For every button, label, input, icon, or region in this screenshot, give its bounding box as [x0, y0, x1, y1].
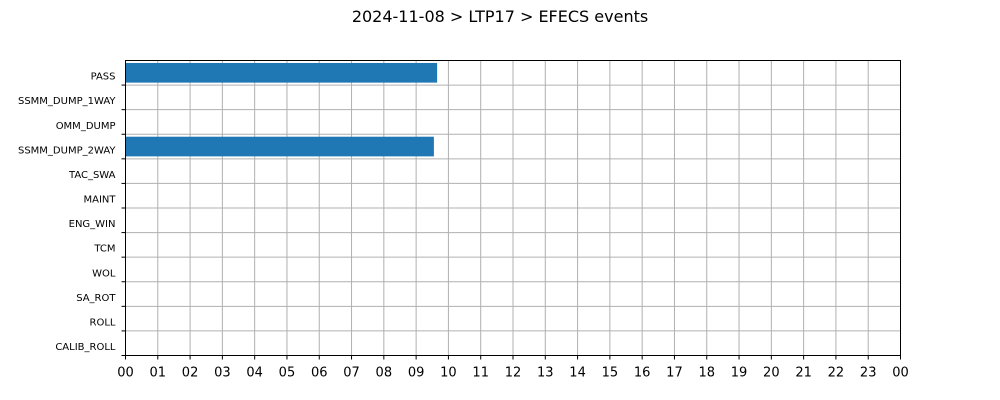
x-tick-label: 00: [117, 366, 134, 381]
x-tick-label: 08: [376, 366, 393, 381]
bar-pass: [125, 62, 438, 83]
x-tick-label: 16: [634, 366, 651, 381]
x-tick-label: 20: [763, 366, 780, 381]
y-tick-label: PASS: [91, 72, 116, 83]
y-tick-label: TCM: [93, 244, 115, 255]
x-tick-label: 02: [182, 366, 199, 381]
x-tick-label: 21: [795, 366, 812, 381]
y-tick-label: SA_ROT: [76, 293, 116, 304]
grid: [125, 60, 901, 356]
x-tick-label: 00: [892, 366, 909, 381]
x-tick-label: 12: [505, 366, 522, 381]
x-tick-label: 18: [698, 366, 715, 381]
x-tick-label: 19: [731, 366, 748, 381]
x-tick-label: 22: [828, 366, 845, 381]
x-axis: 00 01 02 03 04 05 06 07 08 09 10 11 12 13 14 15 16 17 18 19…: [117, 355, 909, 381]
x-tick-label: 10: [440, 366, 457, 381]
x-tick-label: 05: [279, 366, 296, 381]
y-tick-label: ENG_WIN: [69, 219, 116, 230]
x-tick-label: 03: [214, 366, 231, 381]
bar-ssmm-dump-2way: [125, 136, 434, 157]
y-tick-label: SSMM_DUMP_2WAY: [18, 145, 116, 156]
x-tick-label: 15: [602, 366, 619, 381]
x-tick-label: 04: [246, 366, 263, 381]
x-tick-label: 01: [150, 366, 167, 381]
bars: [125, 62, 438, 157]
y-axis: PASS SSMM_DUMP_1WAY OMM_DUMP SSMM_DUMP_2WAY…: [18, 72, 126, 356]
x-tick-label: 11: [472, 366, 489, 381]
x-tick-label: 17: [666, 366, 683, 381]
x-tick-label: 13: [537, 366, 554, 381]
x-tick-label: 23: [860, 366, 877, 381]
y-tick-label: MAINT: [83, 195, 116, 206]
y-tick-label: CALIB_ROLL: [55, 342, 116, 353]
y-tick-label: SSMM_DUMP_1WAY: [18, 96, 116, 107]
y-tick-label: WOL: [92, 268, 116, 279]
chart-title: 2024-11-08 > LTP17 > EFECS events: [352, 7, 648, 26]
y-tick-label: ROLL: [90, 317, 116, 328]
x-tick-label: 07: [343, 366, 360, 381]
y-tick-label: TAC_SWA: [68, 170, 116, 181]
x-tick-label: 09: [408, 366, 425, 381]
y-tick-label: OMM_DUMP: [56, 121, 116, 132]
x-tick-label: 06: [311, 366, 328, 381]
x-tick-label: 14: [569, 366, 586, 381]
